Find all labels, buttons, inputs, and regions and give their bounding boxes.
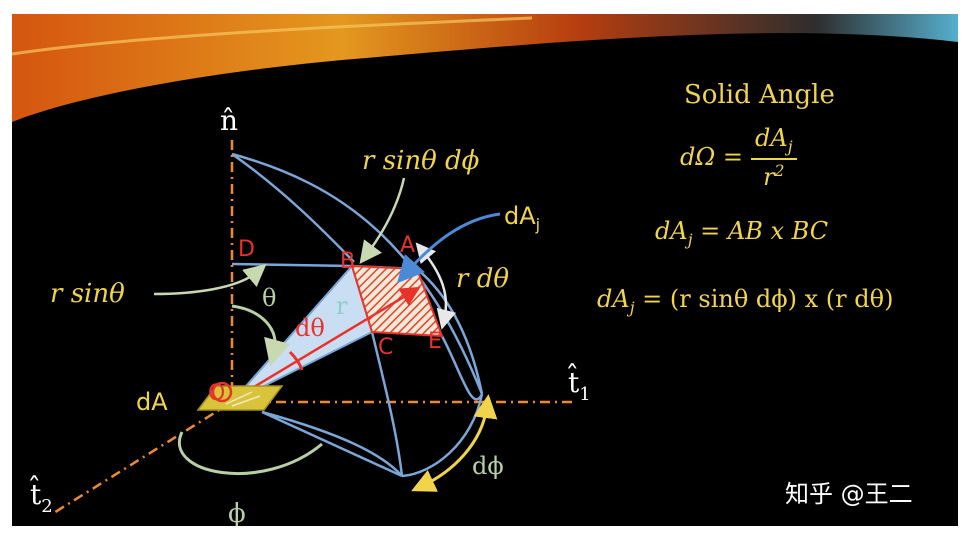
- eq1-numerator: dAj: [751, 124, 797, 160]
- r-dtheta-label: r dθ: [456, 264, 509, 294]
- dtheta-label: dθ: [295, 314, 325, 342]
- t2-axis-label: t̂2: [29, 476, 52, 517]
- dtheta-arc: [288, 350, 304, 371]
- equation-solid-angle: dΩ = dAj r2: [680, 124, 797, 191]
- point-C: C: [378, 335, 393, 360]
- dphi-label: dϕ: [472, 452, 504, 480]
- solid-angle-diagram: n̂ t̂1 t̂2 r sinθ dϕ dAj r sinθ r dθ θ d…: [12, 14, 958, 526]
- point-E: E: [428, 329, 442, 354]
- equation-area-product: dAj = AB x BC: [655, 217, 829, 249]
- r-sin-pointer: [153, 263, 267, 296]
- point-B: B: [340, 249, 355, 274]
- equations-title: Solid Angle: [684, 80, 835, 110]
- t1-axis-label: t̂1: [567, 364, 590, 405]
- decorative-top-band: [12, 14, 958, 122]
- dA-hatch-1: [225, 391, 253, 405]
- t2-axis-line: [51, 400, 233, 516]
- r-label: r: [336, 292, 348, 320]
- dA-hatch-2: [231, 395, 261, 407]
- point-D: D: [238, 237, 255, 262]
- point-A: A: [400, 233, 415, 258]
- dAj-pointer: [397, 212, 501, 284]
- dAj-label: dAj: [504, 202, 540, 234]
- phi-arc: [178, 431, 323, 475]
- top-arc-label: r sinθ dϕ: [362, 146, 480, 176]
- point-O: O: [208, 381, 225, 406]
- theta-label: θ: [262, 284, 276, 312]
- theta-arc: [231, 304, 291, 367]
- equation-area-expanded: dAj = (r sinθ dϕ) x (r dθ): [597, 285, 894, 317]
- top-label-pointer: [359, 177, 406, 265]
- n-axis-label: n̂: [220, 104, 238, 137]
- origin-circle: [211, 381, 233, 403]
- r-sin-label: r sinθ: [50, 279, 125, 309]
- phi-label: ϕ: [228, 499, 246, 526]
- watermark-text: 知乎 @王二: [785, 480, 913, 508]
- dphi-arrow: [411, 394, 498, 492]
- dA-label: dA: [136, 388, 168, 416]
- r-dtheta-arrow: [415, 242, 457, 330]
- eq1-fraction: dAj r2: [751, 124, 797, 191]
- eq1-denominator: r2: [763, 161, 785, 191]
- decorative-band-stripe: [12, 16, 533, 56]
- radius-line: [233, 286, 421, 401]
- eq1-lhs: dΩ =: [680, 143, 743, 172]
- slide: n̂ t̂1 t̂2 r sinθ dϕ dAj r sinθ r dθ θ d…: [12, 14, 958, 526]
